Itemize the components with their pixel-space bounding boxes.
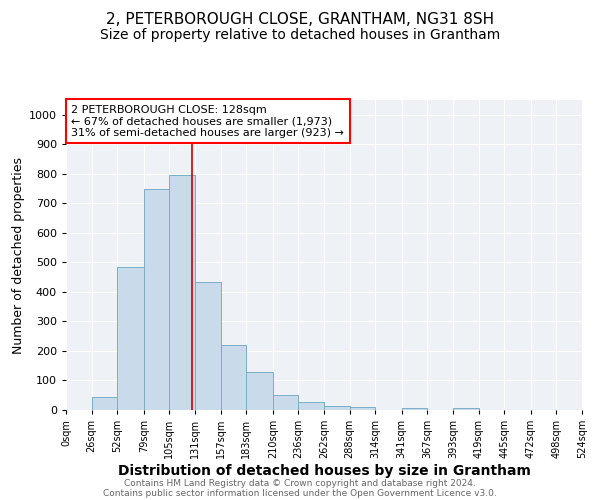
Text: Contains public sector information licensed under the Open Government Licence v3: Contains public sector information licen… (103, 488, 497, 498)
Bar (221, 345, 246, 410)
Bar (117, 267, 144, 410)
Bar (402, 408, 427, 410)
Bar (324, 406, 350, 410)
Text: Contains HM Land Registry data © Crown copyright and database right 2024.: Contains HM Land Registry data © Crown c… (124, 478, 476, 488)
Text: 2, PETERBOROUGH CLOSE, GRANTHAM, NG31 8SH: 2, PETERBOROUGH CLOSE, GRANTHAM, NG31 8S… (106, 12, 494, 28)
Bar (144, 188, 169, 410)
Bar (169, 176, 195, 410)
Y-axis label: Number of detached properties: Number of detached properties (12, 156, 25, 354)
Bar (298, 402, 324, 410)
Bar (92, 396, 117, 410)
Text: Size of property relative to detached houses in Grantham: Size of property relative to detached ho… (100, 28, 500, 42)
Text: 2 PETERBOROUGH CLOSE: 128sqm
← 67% of detached houses are smaller (1,973)
31% of: 2 PETERBOROUGH CLOSE: 128sqm ← 67% of de… (71, 104, 344, 138)
Bar (453, 408, 479, 410)
Bar (195, 282, 221, 410)
Bar (246, 372, 273, 410)
Bar (350, 407, 375, 410)
X-axis label: Distribution of detached houses by size in Grantham: Distribution of detached houses by size … (118, 464, 530, 478)
Bar (273, 395, 298, 410)
